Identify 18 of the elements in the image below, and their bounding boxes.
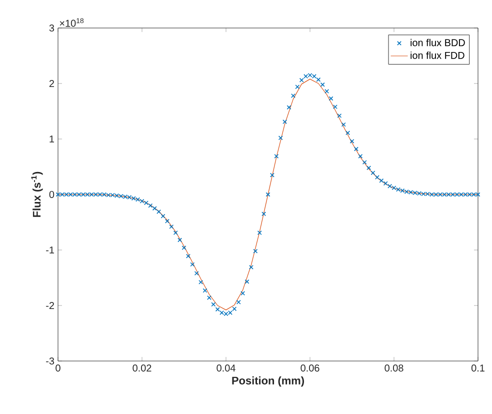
x-tick-label: 0.1: [471, 364, 484, 372]
y-tick-label: 0: [49, 190, 54, 198]
legend-label: ion flux BDD: [410, 38, 465, 46]
y-tick-label: 2: [49, 80, 54, 87]
x-tick-label: 0.04: [216, 364, 236, 372]
y-tick-label: -1: [46, 246, 54, 254]
y-tick-label: 3: [49, 24, 54, 32]
y-tick-label: -3: [46, 357, 54, 365]
x-tick-label: 0.08: [384, 364, 404, 372]
x-axis-title: Position (mm): [232, 376, 304, 387]
text: ×10$^{18}$: [60, 18, 84, 27]
x-tick-label: 0.06: [300, 364, 320, 372]
y-tick-label: 1: [50, 136, 54, 142]
y-axis-title: Flux (s$^{-1}$): [31, 172, 43, 217]
legend-label: ion flux FDD: [410, 52, 464, 59]
x-tick-label: 0.02: [132, 364, 152, 372]
y-tick-label: -2: [46, 302, 54, 309]
x-tick-label: 0: [56, 364, 60, 372]
